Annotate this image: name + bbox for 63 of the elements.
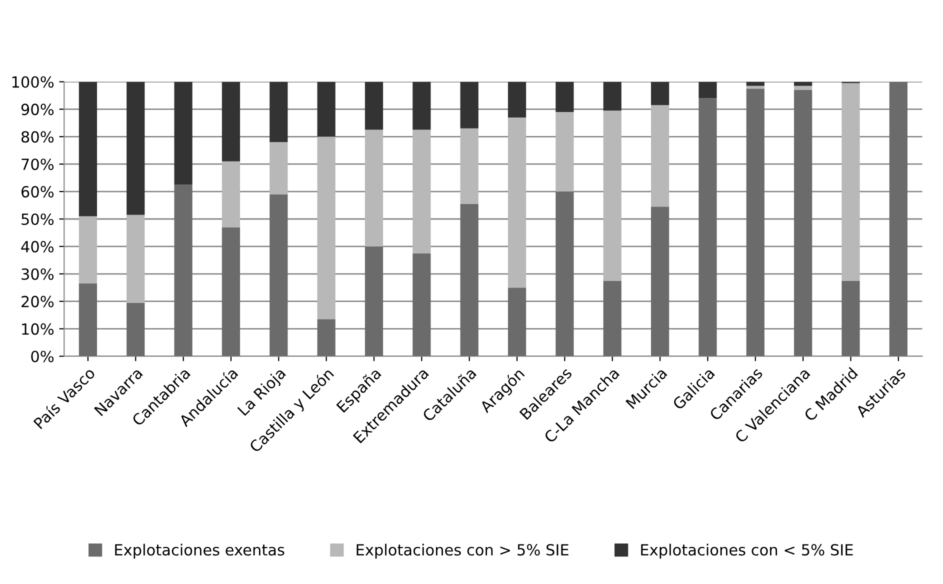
bar [222, 161, 240, 228]
bar [317, 319, 336, 356]
bar [364, 246, 384, 356]
bar [508, 117, 526, 288]
bar [746, 82, 764, 86]
bar [78, 284, 98, 356]
y-tick-label: 90% [21, 104, 54, 116]
y-tick-label: 100% [12, 76, 54, 88]
bar [78, 82, 98, 216]
legend-label: Explotaciones con < 5% SIE [641, 544, 853, 559]
bar [508, 288, 526, 356]
bar [460, 82, 478, 128]
y-tick-label: 20% [22, 296, 54, 308]
bar [412, 253, 431, 356]
bar [556, 112, 574, 192]
y-tick-label: 30% [22, 268, 54, 280]
bar [460, 204, 478, 356]
bar [650, 105, 670, 207]
y-tick-label: 80% [21, 131, 54, 143]
y-tick-label: 60% [22, 186, 54, 198]
bar [650, 206, 670, 356]
y-tick-label: 70% [22, 158, 54, 170]
y-tick-label: 50% [22, 213, 54, 226]
bar [556, 82, 574, 112]
legend-label: Explotaciones con > 5% SIE [356, 544, 568, 559]
bar [126, 302, 145, 356]
bar [364, 130, 384, 246]
bar [650, 82, 670, 106]
bar [78, 216, 98, 284]
bar [222, 82, 240, 162]
bar [746, 88, 764, 356]
bar [794, 82, 812, 86]
bar [698, 82, 717, 98]
bar [317, 82, 336, 137]
bar [412, 82, 431, 130]
bar [889, 82, 908, 356]
bar [126, 214, 145, 303]
bar [842, 83, 860, 281]
bar [364, 82, 384, 130]
bar [270, 142, 288, 194]
bar [270, 194, 288, 356]
bar [126, 82, 145, 215]
y-tick-label: 0% [31, 350, 54, 362]
bar [842, 280, 860, 356]
bar [556, 192, 574, 356]
bar [270, 82, 288, 142]
bar [603, 110, 622, 281]
bar [746, 86, 764, 89]
bar [508, 82, 526, 118]
bar [603, 280, 622, 356]
bar [603, 82, 622, 111]
bar [222, 227, 240, 356]
y-tick-label: 10% [22, 323, 54, 335]
bar [794, 90, 812, 356]
y-tick-label: 40% [21, 240, 54, 252]
bar [412, 130, 431, 254]
bar [174, 184, 192, 356]
bar [460, 128, 478, 204]
bar [698, 98, 717, 356]
bar [174, 82, 192, 185]
legend-label: Explotaciones exentas [115, 544, 284, 559]
bar [794, 86, 812, 90]
bar [317, 136, 336, 320]
